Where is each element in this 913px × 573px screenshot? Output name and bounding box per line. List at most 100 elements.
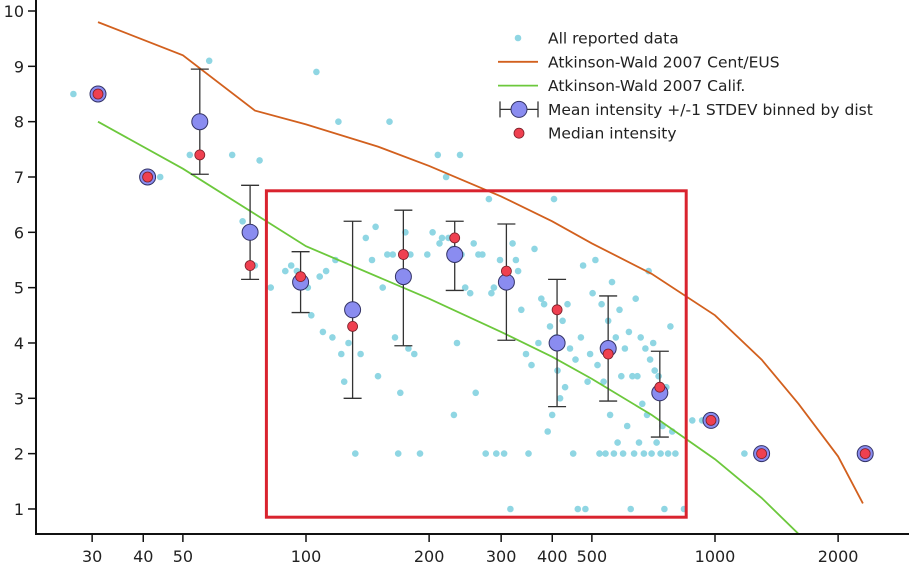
data-point — [239, 218, 246, 225]
data-point — [657, 450, 664, 457]
data-point — [651, 367, 658, 374]
data-point — [550, 195, 558, 203]
legend-item-calif: Atkinson-Wald 2007 Calif. — [498, 77, 745, 95]
x-tick-label: 2000 — [818, 547, 859, 566]
data-point — [424, 251, 431, 258]
data-point — [572, 356, 579, 363]
legend-item-median: Median intensity — [513, 125, 677, 143]
data-point — [267, 284, 275, 291]
median-marker — [654, 381, 666, 393]
data-point — [205, 57, 213, 65]
data-point — [482, 450, 490, 457]
data-point — [584, 378, 591, 386]
data-point — [648, 450, 655, 457]
legend-label: Atkinson-Wald 2007 Calif. — [548, 77, 745, 95]
legend-scatter-swatch — [514, 34, 522, 42]
data-point — [456, 151, 464, 159]
data-point — [640, 450, 648, 457]
y-tick-label: 2 — [14, 445, 24, 464]
data-point — [592, 256, 599, 264]
data-point — [635, 439, 643, 446]
data-point — [589, 289, 596, 297]
data-point — [335, 118, 342, 125]
legend-median-swatch — [513, 127, 525, 139]
legend: All reported data Atkinson-Wald 2007 Cent… — [498, 30, 873, 143]
data-point — [488, 289, 495, 297]
mean-marker — [446, 246, 464, 263]
data-point — [741, 450, 748, 457]
data-point — [629, 372, 636, 380]
data-point — [313, 68, 320, 76]
data-point — [535, 339, 542, 347]
data-point — [394, 450, 402, 457]
median-marker — [347, 320, 359, 332]
data-point — [442, 173, 450, 181]
data-point — [596, 450, 603, 457]
legend-item-mean: Mean intensity +/-1 STDEV binned by dist — [499, 100, 873, 119]
median-marker — [92, 88, 104, 100]
data-point — [340, 378, 348, 386]
y-tick-label: 5 — [14, 279, 24, 298]
data-point — [577, 334, 585, 341]
data-point — [582, 505, 589, 513]
data-point — [322, 267, 330, 275]
mean-marker — [191, 113, 209, 131]
data-point — [608, 278, 616, 286]
data-point — [496, 256, 504, 264]
data-point — [653, 439, 660, 446]
cent-eus-curve — [97, 21, 864, 504]
legend-label: Atkinson-Wald 2007 Cent/EUS — [548, 53, 780, 71]
x-tick-label: 40 — [133, 547, 153, 566]
data-point — [564, 300, 571, 308]
data-point — [384, 251, 391, 258]
data-point — [623, 422, 631, 430]
data-point — [627, 505, 634, 513]
data-point — [357, 350, 364, 358]
y-tick-label: 9 — [14, 57, 24, 76]
median-marker — [859, 448, 871, 460]
data-point — [397, 389, 404, 397]
mean-marker — [394, 268, 412, 286]
data-point — [616, 306, 623, 314]
median-marker — [244, 260, 256, 271]
data-point — [379, 284, 387, 291]
data-point — [407, 251, 414, 258]
x-tick-label: 500 — [577, 547, 608, 566]
data-point — [352, 450, 359, 457]
data-point — [655, 372, 662, 380]
data-point — [368, 256, 376, 264]
data-point — [598, 300, 605, 308]
median-marker — [500, 265, 512, 277]
data-point — [391, 334, 399, 341]
plot-area — [70, 21, 874, 533]
data-point — [632, 295, 639, 303]
data-point — [338, 350, 345, 358]
data-point — [466, 289, 474, 297]
data-point — [228, 151, 236, 159]
median-marker — [142, 171, 154, 183]
median-marker — [397, 249, 409, 260]
data-point — [329, 334, 336, 341]
y-tick-label: 6 — [14, 223, 24, 242]
median-marker — [756, 448, 767, 460]
data-point — [642, 345, 649, 352]
legend-item-cent_eus: Atkinson-Wald 2007 Cent/EUS — [498, 53, 780, 71]
all-reported-data-series — [70, 57, 748, 513]
data-point — [518, 306, 525, 314]
data-point — [586, 350, 594, 358]
median-marker — [705, 414, 717, 426]
y-tick-label: 1 — [14, 500, 24, 519]
median-marker — [194, 149, 206, 161]
x-tick-label: 30 — [82, 547, 102, 566]
mean-series — [89, 68, 874, 463]
data-point — [389, 251, 397, 258]
highlight-box — [264, 189, 688, 519]
y-tick-label: 10 — [4, 2, 24, 21]
y-tick-label: 7 — [14, 168, 24, 187]
data-point — [606, 411, 614, 419]
data-point — [522, 350, 530, 358]
data-point — [282, 267, 289, 275]
data-point — [559, 317, 566, 325]
data-point — [405, 345, 412, 352]
data-point — [548, 411, 556, 419]
